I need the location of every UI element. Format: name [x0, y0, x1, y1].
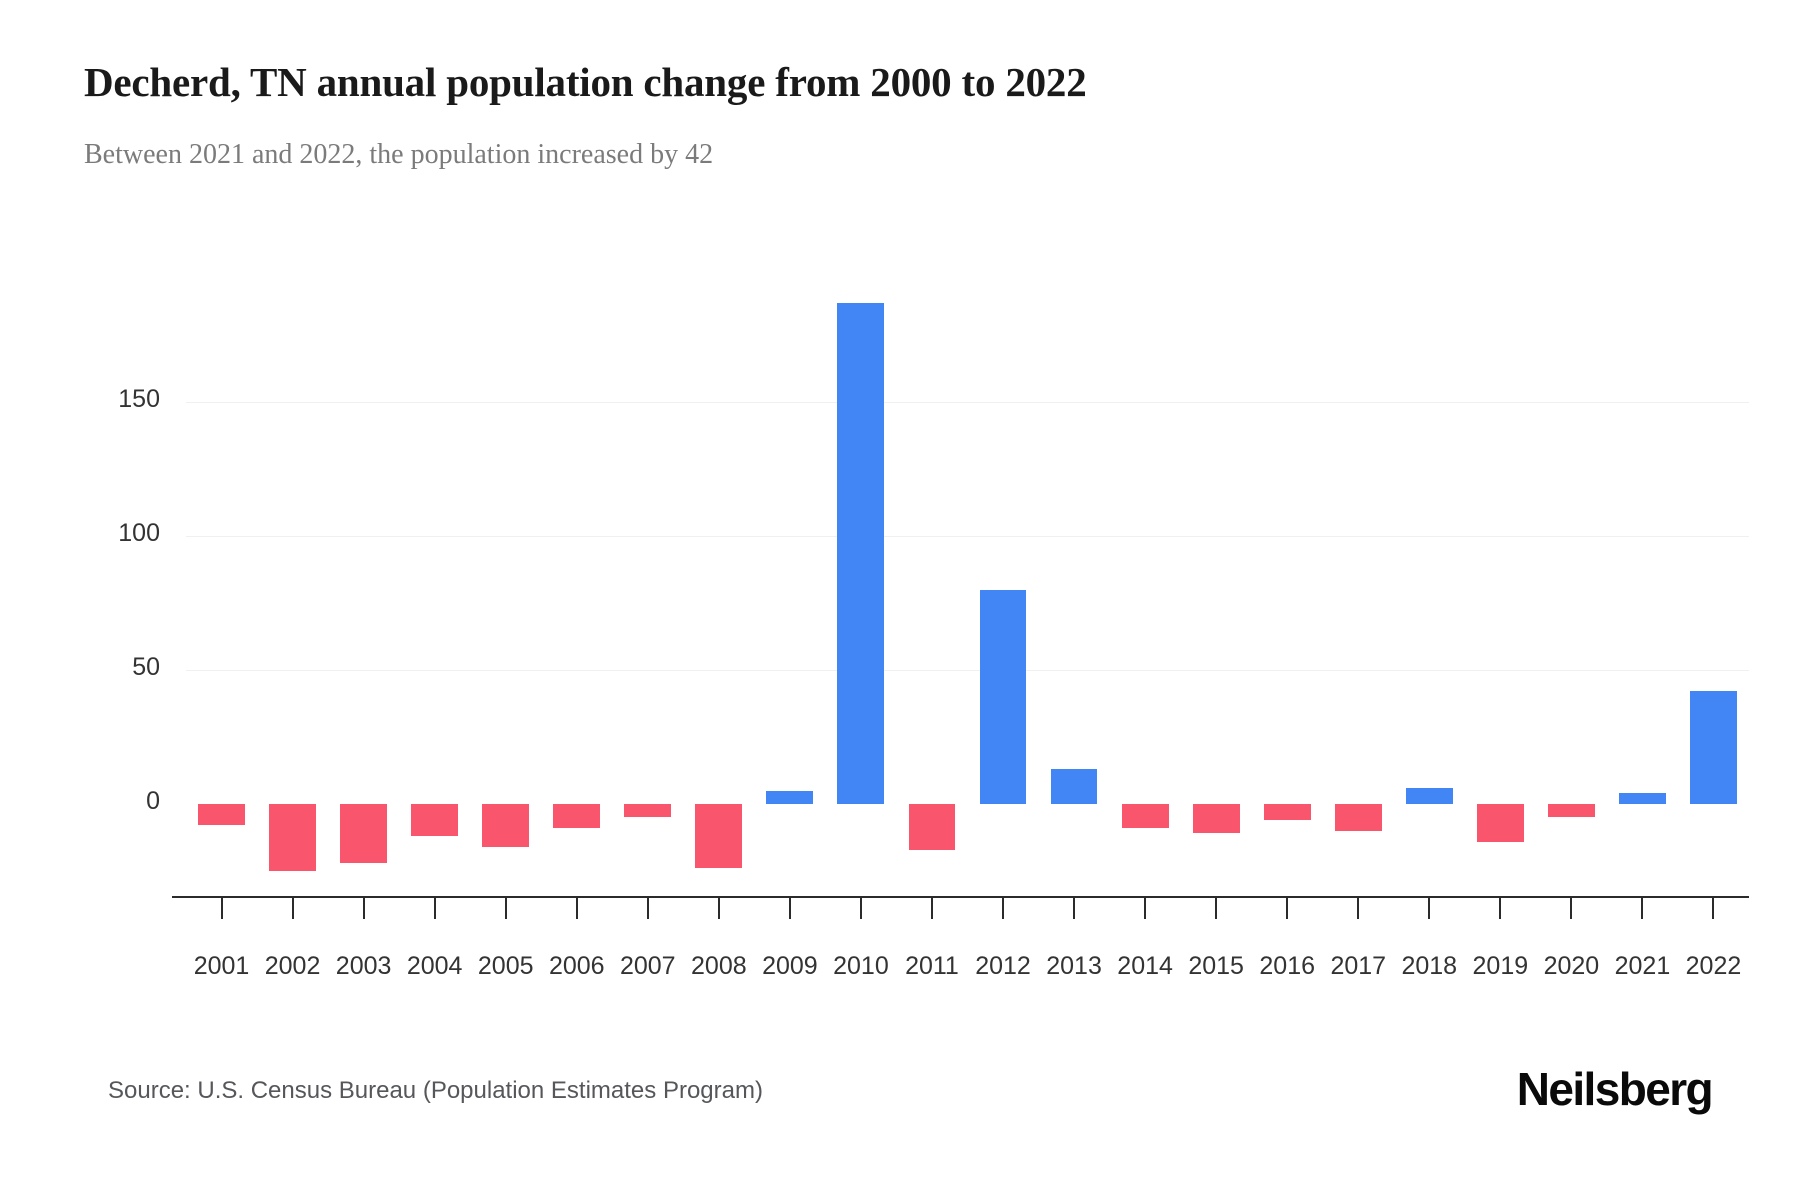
bar-2009[interactable] — [766, 790, 814, 804]
x-axis-tick — [433, 897, 436, 919]
x-axis-tick — [646, 897, 649, 919]
bar-2016[interactable] — [1263, 804, 1311, 821]
x-axis-tick — [504, 897, 507, 919]
x-axis-tick — [859, 897, 862, 919]
x-axis-tick-label-2011: 2011 — [905, 952, 959, 980]
bar-2003[interactable] — [340, 804, 388, 863]
x-axis-tick-label-2004: 2004 — [406, 952, 463, 980]
y-axis-tick-label: 0 — [146, 787, 160, 815]
y-gridline — [186, 402, 1749, 403]
bar-2015[interactable] — [1192, 804, 1240, 834]
x-axis-tick — [1499, 897, 1502, 919]
bar-2001[interactable] — [198, 804, 245, 826]
x-axis-tick-label-2013: 2013 — [1046, 952, 1102, 980]
y-axis-tick-label: 50 — [132, 653, 160, 681]
x-axis-tick-label-2018: 2018 — [1401, 952, 1458, 980]
x-axis-tick-label-2022: 2022 — [1685, 952, 1742, 980]
x-axis-tick — [220, 897, 223, 919]
x-axis-tick-label-2020: 2020 — [1543, 952, 1600, 980]
x-axis-tick-label-2001: 2001 — [193, 952, 250, 980]
x-axis-tick — [362, 897, 365, 919]
x-axis-tick — [1002, 897, 1005, 919]
x-axis-line — [172, 896, 1749, 898]
x-axis-tick — [1641, 897, 1644, 919]
x-axis-tick-label-2006: 2006 — [548, 952, 605, 980]
bar-2012[interactable] — [979, 589, 1027, 804]
x-axis-tick — [1144, 897, 1147, 919]
x-axis-tick — [1073, 897, 1076, 919]
x-axis-tick-label-2003: 2003 — [335, 952, 392, 980]
bar-2007[interactable] — [624, 804, 672, 818]
x-axis-tick-label-2002: 2002 — [264, 952, 321, 980]
x-axis-tick — [291, 897, 294, 919]
x-axis-tick — [1570, 897, 1573, 919]
y-axis-tick-label: 100 — [118, 519, 160, 547]
x-axis-tick-label-2008: 2008 — [691, 952, 747, 980]
y-axis-tick-label: 150 — [118, 385, 160, 413]
bar-2017[interactable] — [1334, 804, 1382, 831]
x-axis-tick — [1712, 897, 1715, 919]
bar-2020[interactable] — [1547, 804, 1595, 818]
x-axis-tick-label-2014: 2014 — [1117, 952, 1173, 980]
y-gridline — [186, 536, 1749, 537]
x-axis-tick-label-2012: 2012 — [975, 952, 1031, 980]
x-axis-tick-label-2015: 2015 — [1188, 952, 1244, 980]
x-axis-tick — [788, 897, 791, 919]
x-axis-tick-label-2019: 2019 — [1472, 952, 1529, 980]
x-axis-tick-label-2005: 2005 — [477, 952, 534, 980]
bar-2013[interactable] — [1050, 769, 1098, 804]
page-title: Decherd, TN annual population change fro… — [84, 59, 1087, 105]
x-axis-tick — [1286, 897, 1289, 919]
neilsberg-logo: Neilsberg — [1516, 1063, 1714, 1115]
bar-2022[interactable] — [1690, 691, 1737, 804]
x-axis-tick — [575, 897, 578, 919]
bar-2021[interactable] — [1618, 793, 1666, 804]
bar-2005[interactable] — [482, 804, 530, 847]
x-axis-tick — [930, 897, 933, 919]
bar-2002[interactable] — [269, 804, 316, 871]
bar-2014[interactable] — [1121, 804, 1169, 829]
bar-2011[interactable] — [908, 804, 956, 850]
x-axis-tick-label-2009: 2009 — [762, 952, 818, 980]
x-axis-tick-label-2007: 2007 — [619, 952, 676, 980]
page-subtitle: Between 2021 and 2022, the population in… — [84, 139, 714, 170]
x-axis-tick — [1215, 897, 1218, 919]
x-axis-tick — [1428, 897, 1431, 919]
x-axis-tick-label-2010: 2010 — [833, 952, 889, 980]
bar-2004[interactable] — [411, 804, 459, 837]
x-axis-tick — [717, 897, 720, 919]
bar-2008[interactable] — [695, 804, 743, 869]
x-axis-tick — [1357, 897, 1360, 919]
bar-2018[interactable] — [1405, 787, 1453, 804]
x-axis-tick-label-2016: 2016 — [1259, 952, 1316, 980]
bar-2010[interactable] — [837, 302, 885, 804]
x-axis-tick-label-2017: 2017 — [1330, 952, 1387, 980]
bar-2019[interactable] — [1476, 804, 1524, 842]
source-note: Source: U.S. Census Bureau (Population E… — [108, 1077, 763, 1104]
bar-2006[interactable] — [553, 804, 601, 829]
y-gridline — [186, 670, 1749, 671]
x-axis-tick-label-2021: 2021 — [1614, 952, 1671, 980]
